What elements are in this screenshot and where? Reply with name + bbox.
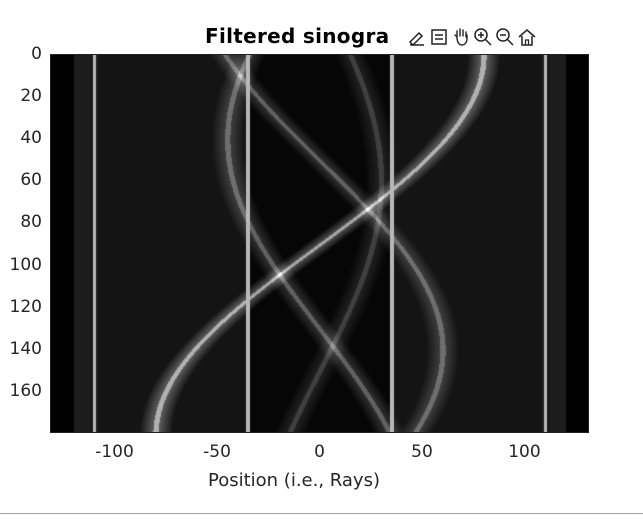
window-divider (0, 513, 643, 514)
y-tick-label: 40 (20, 128, 42, 149)
x-tick-label: -100 (95, 442, 134, 462)
insert-legend-button[interactable] (428, 25, 450, 49)
x-axis-label: Position (i.e., Rays) (208, 470, 380, 491)
y-tick-label: 120 (9, 296, 42, 317)
pan-button[interactable] (450, 25, 472, 49)
edit-plot-button[interactable] (406, 25, 428, 49)
x-tick-label: -50 (203, 442, 231, 462)
axes-toolbar (406, 25, 538, 49)
x-tick-label: 50 (411, 442, 433, 462)
plot-title: Filtered sinogra (205, 24, 390, 48)
zoom-in-icon (474, 28, 492, 46)
y-tick-label: 0 (31, 44, 42, 64)
zoom-out-button[interactable] (494, 25, 516, 49)
pan-hand-icon (454, 28, 468, 46)
legend-icon (431, 29, 447, 45)
y-tick-label: 80 (20, 212, 42, 233)
sinogram-plot-area[interactable] (50, 54, 589, 433)
edit-plot-icon (408, 31, 424, 47)
restore-view-button[interactable] (516, 25, 538, 49)
zoom-in-button[interactable] (472, 25, 494, 49)
zoom-out-icon (496, 28, 514, 46)
x-tick-label: 100 (508, 442, 541, 462)
y-tick-label: 100 (9, 254, 42, 275)
home-icon (518, 29, 536, 46)
y-tick-label: 60 (20, 170, 42, 191)
y-tick-label: 160 (9, 380, 42, 401)
sinogram-heatmap (51, 55, 588, 432)
y-tick-label: 140 (9, 338, 42, 359)
y-tick-label: 20 (20, 86, 42, 107)
x-tick-label: 0 (314, 442, 325, 462)
